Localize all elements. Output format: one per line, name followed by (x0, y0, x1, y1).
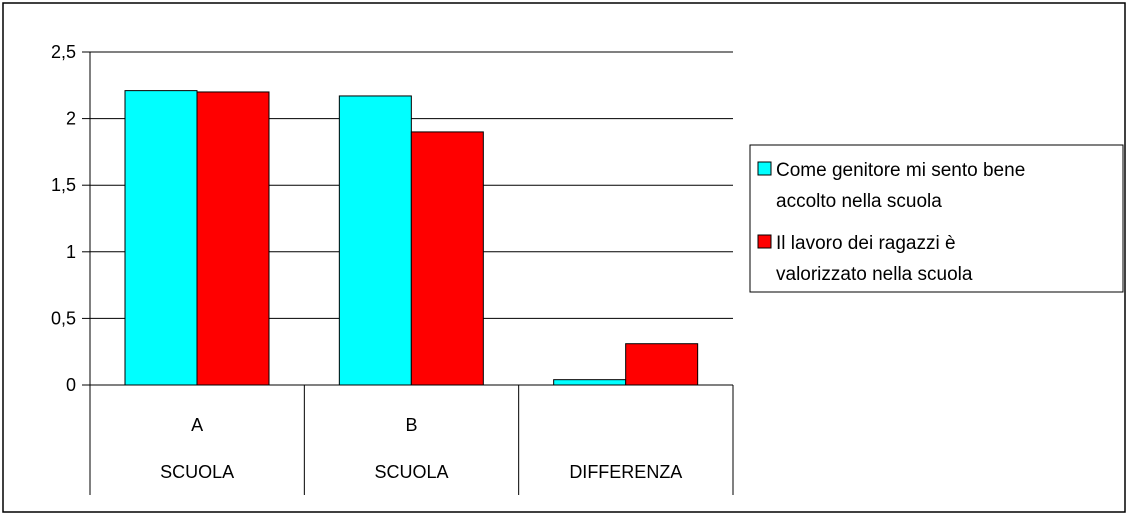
y-tick-label: 0 (66, 375, 76, 395)
category-label-primary: A (191, 415, 203, 435)
legend-swatch-1 (757, 161, 772, 176)
legend-label-2: Il lavoro dei ragazzi è (776, 233, 956, 254)
bar-series-1-cat-1 (124, 90, 198, 386)
y-tick-labels: 0 0,5 1 1,5 2 2,5 (51, 42, 76, 395)
bar-series-2-cat-3 (625, 343, 699, 386)
category-label-primary: B (405, 415, 417, 435)
y-tick-label: 1 (66, 242, 76, 262)
category-label-secondary: SCUOLA (160, 462, 234, 482)
legend-label-1: accolto nella scuola (776, 191, 942, 212)
bar-series-2-cat-1 (196, 91, 270, 386)
category-label-secondary: SCUOLA (374, 462, 448, 482)
category-label-secondary: DIFFERENZA (569, 462, 682, 482)
y-tick-label: 2 (66, 109, 76, 129)
y-tick-label: 2,5 (51, 42, 76, 62)
y-tick-label: 1,5 (51, 175, 76, 195)
axes (82, 51, 734, 495)
legend-label-2: valorizzato nella scuola (776, 264, 973, 285)
legend: Come genitore mi sento bene accolto nella… (749, 144, 1124, 293)
bar-series-1-cat-2 (338, 95, 412, 386)
legend-box (749, 144, 1124, 293)
legend-swatch-2 (757, 234, 772, 249)
category-labels: A SCUOLA B SCUOLA DIFFERENZA (160, 415, 682, 482)
bars (124, 90, 699, 386)
legend-label-1: Come genitore mi sento bene (776, 160, 1025, 181)
y-tick-label: 0,5 (51, 308, 76, 328)
bar-series-2-cat-2 (410, 131, 484, 386)
bar-series-1-cat-3 (553, 379, 627, 386)
